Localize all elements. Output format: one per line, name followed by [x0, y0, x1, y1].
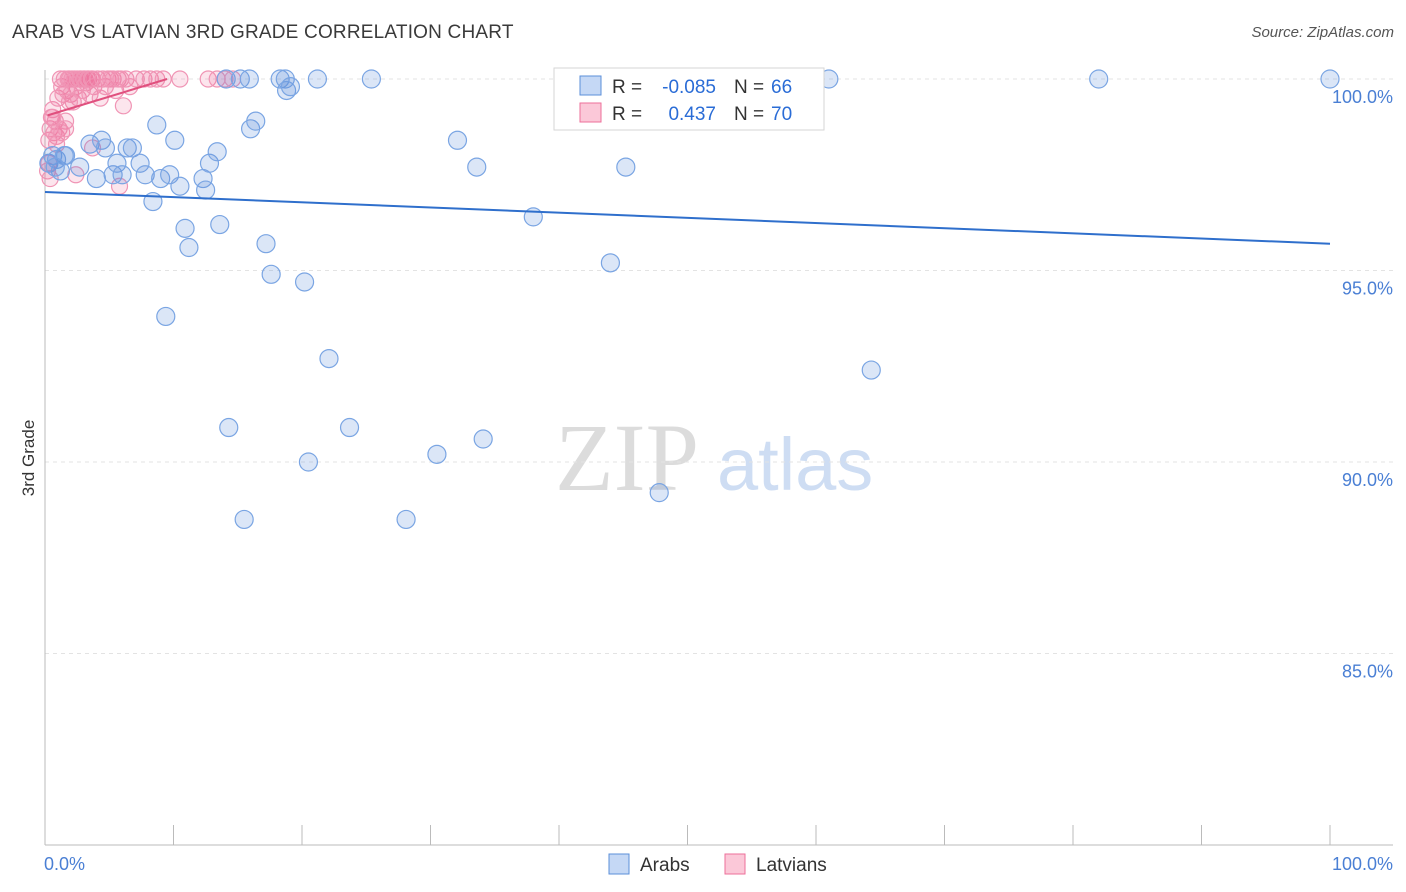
latvians-swatch [579, 102, 602, 123]
arabs-r-label: R = [612, 77, 642, 98]
arab-point [276, 80, 297, 101]
arab-point [117, 138, 137, 158]
trend-lines [44, 78, 1331, 245]
legend-latvians-label: Latvians [756, 855, 827, 876]
arab-point [239, 69, 259, 89]
legend-arabs-label: Arabs [640, 855, 690, 876]
arab-point [199, 153, 220, 173]
latvian-point [171, 70, 189, 88]
arab-point [246, 111, 266, 131]
arab-point [112, 165, 132, 185]
latvians-n-value: 70 [771, 104, 792, 125]
legend-latvians-swatch [724, 853, 746, 875]
series-legend: Arabs Latvians [608, 853, 827, 876]
latvians-trend-line [47, 78, 168, 117]
arab-point [207, 142, 227, 162]
arab-point [1320, 69, 1340, 89]
arab-point [861, 360, 881, 380]
arabs-n-value: 66 [771, 77, 792, 98]
arab-point [45, 157, 65, 177]
arabs-r-value: -0.085 [662, 77, 716, 98]
arab-point [219, 417, 239, 438]
arab-point [473, 429, 493, 449]
arab-point [467, 157, 487, 177]
y-tick-label: 85.0% [1342, 662, 1393, 682]
chart-title: ARAB VS LATVIAN 3RD GRADE CORRELATION CH… [12, 22, 514, 43]
arab-point [319, 348, 339, 369]
watermark: ZIP atlas [555, 404, 873, 511]
arab-point [196, 180, 216, 200]
arab-point [80, 134, 100, 154]
arab-point [339, 417, 360, 438]
arab-point [600, 253, 621, 273]
latvians-r-value: 0.437 [668, 104, 716, 125]
x-tick-label-min: 0.0% [44, 854, 85, 874]
source-label: Source: ZipAtlas.com [1251, 24, 1394, 41]
latvian-point [114, 97, 132, 115]
watermark-zip: ZIP [555, 404, 699, 511]
arab-point [165, 130, 185, 150]
arab-point [95, 138, 115, 158]
arab-point [427, 444, 447, 464]
stats-legend: R = -0.085 N = 66 R = 0.437 N = 70 [553, 67, 825, 131]
x-ticks [44, 825, 1331, 845]
arab-point [361, 69, 381, 89]
arab-point [170, 176, 190, 196]
arab-point [298, 452, 319, 472]
arab-point [135, 165, 155, 185]
arab-point [234, 509, 254, 530]
arab-point [447, 130, 468, 150]
y-axis-label: 3rd Grade [19, 420, 38, 497]
latvian-point [56, 120, 75, 138]
arab-point [147, 115, 167, 135]
y-tick-label: 100.0% [1332, 87, 1393, 107]
arab-point [261, 264, 281, 284]
y-tick-label: 90.0% [1342, 470, 1393, 490]
y-tick-label: 95.0% [1342, 279, 1393, 299]
arab-point [256, 234, 276, 254]
latvians-n-label: N = [734, 104, 764, 125]
latvian-point [154, 70, 172, 88]
arab-point [616, 157, 636, 177]
arabs-points [39, 69, 1340, 530]
latvian-point [199, 70, 217, 88]
arab-point [175, 218, 195, 238]
arab-point [1089, 69, 1109, 89]
arab-point [307, 69, 328, 89]
arab-point [270, 69, 290, 89]
arab-point [130, 153, 150, 173]
y-tick-labels: 85.0% 90.0% 95.0% 100.0% [1332, 87, 1393, 682]
arab-point [396, 509, 416, 530]
arab-point [107, 153, 127, 173]
legend-arabs-swatch [608, 853, 630, 875]
arabs-n-label: N = [734, 77, 764, 98]
arab-point [280, 77, 301, 97]
x-tick-label-max: 100.0% [1332, 854, 1393, 874]
arab-point [179, 237, 199, 258]
arab-point [210, 214, 230, 235]
latvian-point [60, 93, 79, 111]
arab-point [294, 272, 315, 292]
arab-point [216, 69, 236, 89]
gridlines [45, 78, 1393, 654]
arab-point [50, 161, 71, 181]
arab-point [649, 483, 669, 503]
latvians-r-label: R = [612, 104, 642, 125]
arab-point [122, 138, 142, 158]
watermark-atlas: atlas [717, 423, 873, 506]
arab-point [156, 306, 176, 327]
arab-point [86, 168, 107, 189]
arabs-trend-line [44, 190, 1331, 245]
arabs-swatch [579, 75, 602, 96]
arab-point [70, 157, 90, 177]
